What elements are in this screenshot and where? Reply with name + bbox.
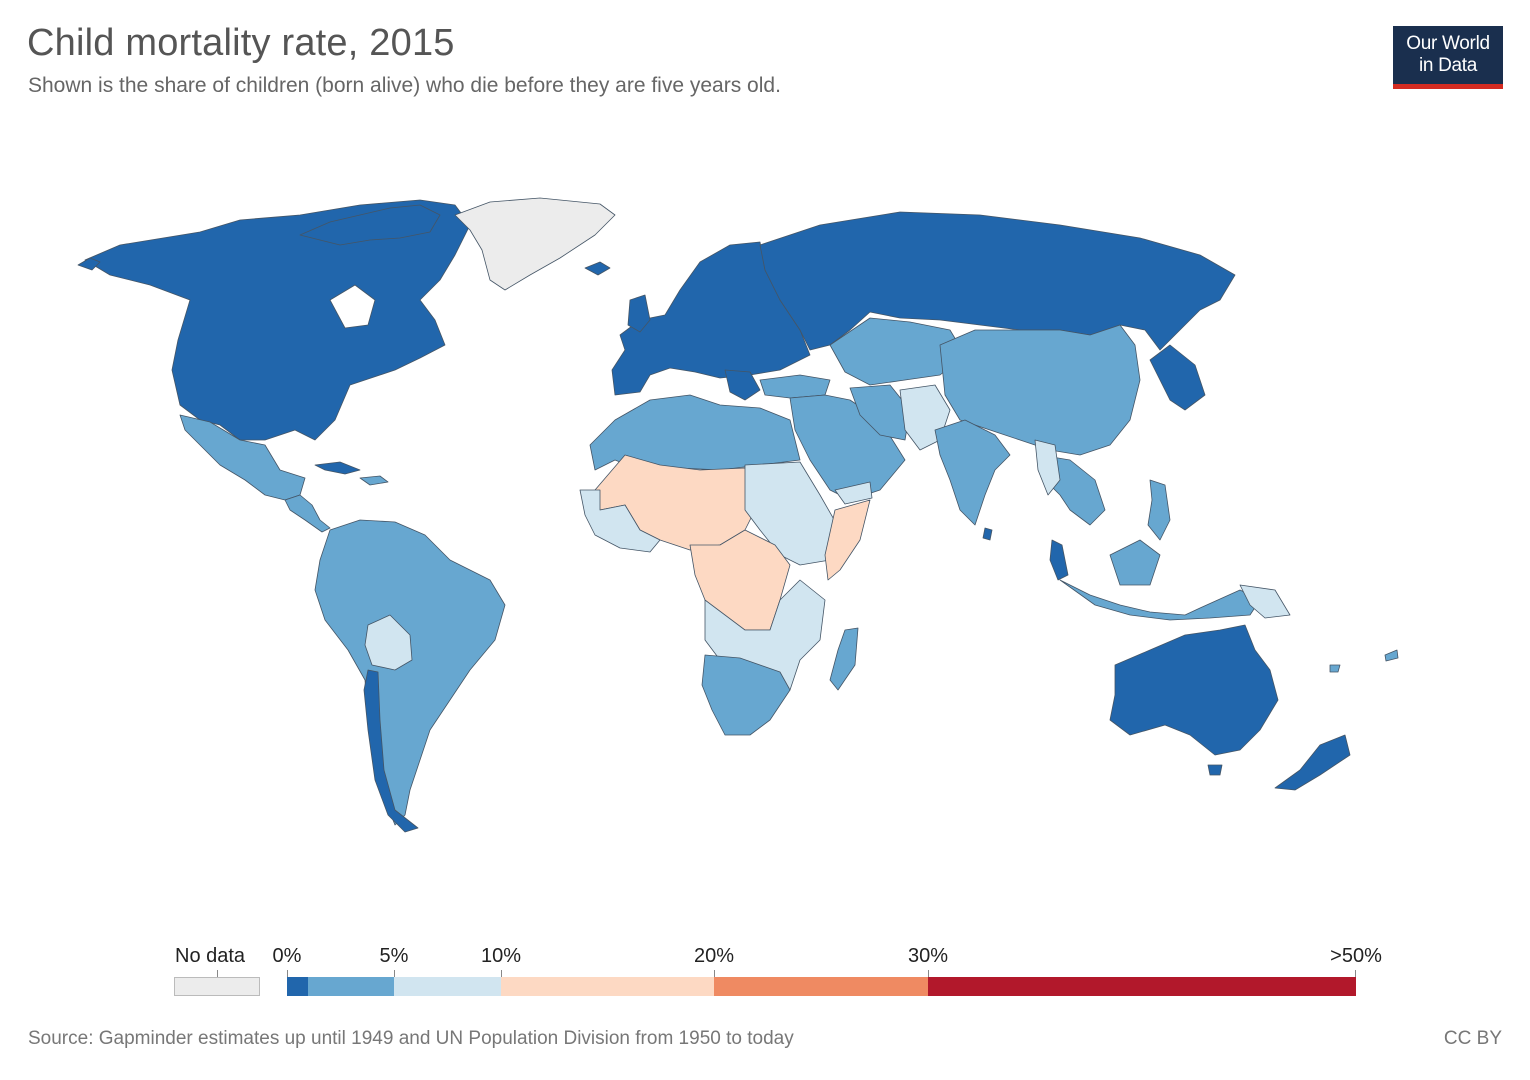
legend-tick xyxy=(1355,970,1356,977)
country-greenland xyxy=(454,197,616,291)
country-madagascar xyxy=(829,627,859,691)
country-pacific-islands xyxy=(1384,649,1399,662)
country-china-mongolia xyxy=(939,324,1141,456)
chart-subtitle: Shown is the share of children (born ali… xyxy=(28,74,781,97)
country-central-america xyxy=(284,494,331,533)
country-bolivia xyxy=(364,614,413,671)
country-india xyxy=(934,419,1011,526)
country-malaysia-peninsula xyxy=(1049,539,1069,581)
legend-bin-1[interactable] xyxy=(308,977,394,996)
country-uk xyxy=(627,294,651,333)
license-link[interactable]: CC BY xyxy=(1443,1028,1502,1049)
country-korea-japan xyxy=(1149,344,1206,411)
country-alaska-islands xyxy=(77,257,101,271)
legend-bin-5[interactable] xyxy=(928,977,1356,996)
legend-bin-2[interactable] xyxy=(394,977,501,996)
country-north-america xyxy=(84,199,471,441)
country-somalia xyxy=(824,499,871,581)
chart-title: Child mortality rate, 2015 xyxy=(27,22,455,64)
legend-tick xyxy=(714,970,715,977)
country-iran xyxy=(849,384,911,441)
country-south-america xyxy=(314,519,506,826)
country-cuba xyxy=(314,461,361,475)
legend-tick-label: 0% xyxy=(272,945,302,967)
legend-no-data-tick xyxy=(217,970,218,977)
country-borneo xyxy=(1109,539,1161,586)
country-russia xyxy=(759,211,1236,351)
legend-tick-label: 20% xyxy=(693,945,735,967)
country-iceland xyxy=(584,261,611,276)
country-hispaniola xyxy=(359,475,389,486)
legend-tick-label: >50% xyxy=(1330,945,1382,967)
country-sudan-ethiopia xyxy=(744,461,841,566)
legend-bin-3[interactable] xyxy=(501,977,714,996)
country-balkans-greece xyxy=(724,369,761,401)
legend-bin-0[interactable] xyxy=(287,977,308,996)
country-new-zealand xyxy=(1274,734,1351,791)
country-southern-africa xyxy=(701,654,791,736)
logo-line-1: Our World xyxy=(1406,33,1490,54)
legend-no-data-swatch[interactable] xyxy=(174,977,260,996)
country-tasmania xyxy=(1207,764,1223,776)
country-australia xyxy=(1109,624,1279,756)
legend-tick-label: 5% xyxy=(379,945,409,967)
legend-no-data-label: No data xyxy=(175,945,246,967)
source-note: Source: Gapminder estimates up until 194… xyxy=(28,1028,794,1049)
legend-tick-label: 30% xyxy=(907,945,949,967)
owid-logo[interactable]: Our World in Data xyxy=(1393,26,1503,89)
legend-tick xyxy=(501,970,502,977)
country-myanmar-laos xyxy=(1034,439,1061,496)
country-turkey xyxy=(759,374,831,399)
country-papua xyxy=(1239,584,1291,619)
logo-line-2: in Data xyxy=(1418,55,1478,76)
country-canada-arctic xyxy=(299,204,441,246)
country-chile xyxy=(363,669,419,833)
country-indonesia xyxy=(1059,579,1261,621)
country-west-africa-coast xyxy=(579,489,661,553)
legend-tick xyxy=(928,970,929,977)
hudson-bay xyxy=(329,284,376,329)
country-philippines xyxy=(1147,479,1171,541)
legend-tick xyxy=(394,970,395,977)
country-yemen xyxy=(834,481,873,505)
country-sri-lanka xyxy=(982,527,993,541)
legend-tick-label: 10% xyxy=(480,945,522,967)
legend-bin-4[interactable] xyxy=(714,977,928,996)
country-europe xyxy=(611,241,811,396)
country-pacific-islands-2 xyxy=(1329,664,1341,673)
legend-tick xyxy=(287,970,288,977)
